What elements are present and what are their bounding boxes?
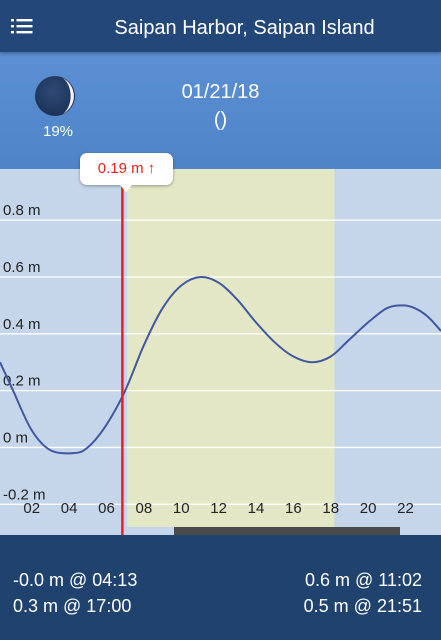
- day-info-panel: [0, 52, 441, 169]
- selected-date[interactable]: 01/21/18: [181, 81, 260, 103]
- moon-phase-icon: [35, 76, 75, 116]
- y-axis-labels: 0.8 m 0.6 m 0.4 m 0.2 m 0 m -0.2 m: [3, 202, 46, 503]
- x-tick-label: 06: [98, 500, 115, 517]
- y-tick-label: 0.4 m: [3, 316, 41, 333]
- x-tick-label: 12: [210, 500, 227, 517]
- tide-chart-svg: 0.8 m 0.6 m 0.4 m 0.2 m 0 m -0.2 m 02 04 06 08 10…: [0, 169, 441, 535]
- current-value-callout: 0.19 m ↑: [80, 153, 173, 192]
- moon-illumination: 19%: [42, 123, 74, 140]
- x-tick-label: 16: [285, 500, 302, 517]
- rising-arrow-icon: ↑: [147, 160, 156, 177]
- x-tick-label: 02: [23, 500, 40, 517]
- x-tick-label: 10: [173, 500, 190, 517]
- y-tick-label: 0.8 m: [3, 202, 41, 219]
- x-axis-labels: 02 04 06 08 10 12 14 16 18 20 22: [23, 500, 413, 517]
- current-value-label: 0.19 m: [97, 160, 144, 177]
- menu-button[interactable]: [0, 0, 44, 52]
- y-tick-label: 0 m: [3, 429, 28, 446]
- y-tick-label: 0.6 m: [3, 259, 41, 276]
- x-tick-label: 14: [248, 500, 265, 517]
- chart-scrollbar[interactable]: [174, 527, 400, 535]
- daylight-band: [127, 169, 335, 527]
- chart-grid: [0, 219, 441, 505]
- tide-events-panel: -0.0 m @ 04:13 0.6 m @ 11:02 0.3 m @ 17:…: [0, 535, 441, 640]
- x-tick-label: 08: [136, 500, 153, 517]
- tide-event-high-2: 0.5 m @ 21:51: [303, 596, 422, 616]
- tide-event-low-2: 0.3 m @ 17:00: [13, 596, 132, 616]
- x-tick-label: 22: [397, 500, 414, 517]
- station-title: Saipan Harbor, Saipan Island: [114, 17, 375, 39]
- x-tick-label: 04: [61, 500, 78, 517]
- x-tick-label: 20: [360, 500, 377, 517]
- tide-chart[interactable]: 0.8 m 0.6 m 0.4 m 0.2 m 0 m -0.2 m 02 04 06 08 10…: [0, 169, 441, 535]
- app-bar: Saipan Harbor, Saipan Island: [0, 0, 441, 52]
- menu-list-icon: [11, 19, 33, 34]
- tide-curve: [0, 275, 441, 455]
- y-tick-label: -0.2 m: [3, 486, 46, 503]
- tide-event-low-1: -0.0 m @ 04:13: [13, 570, 138, 590]
- date-subtitle: (): [213, 109, 228, 131]
- x-tick-label: 18: [322, 500, 339, 517]
- y-tick-label: 0.2 m: [3, 373, 41, 390]
- tide-event-high-1: 0.6 m @ 11:02: [305, 570, 422, 590]
